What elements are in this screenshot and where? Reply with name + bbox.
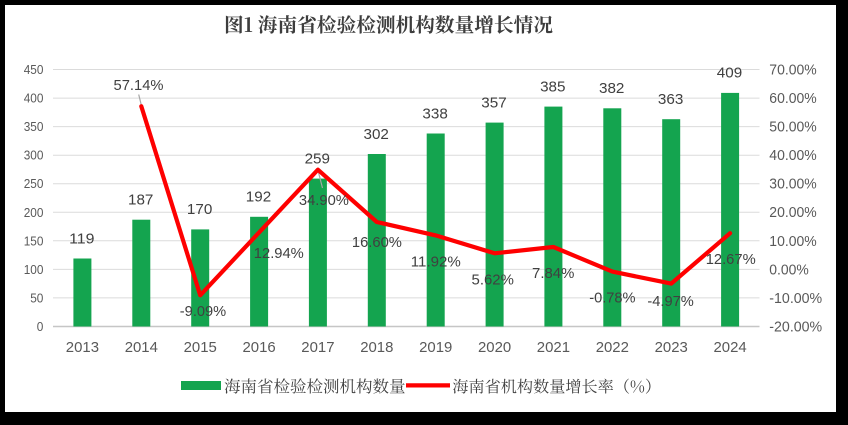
svg-text:11.92%: 11.92% bbox=[411, 255, 461, 271]
svg-text:382: 382 bbox=[599, 81, 624, 97]
svg-text:400: 400 bbox=[24, 91, 44, 106]
svg-text:57.14%: 57.14% bbox=[114, 78, 164, 94]
svg-text:12.67%: 12.67% bbox=[706, 252, 756, 268]
svg-text:2015: 2015 bbox=[184, 339, 217, 356]
svg-text:2013: 2013 bbox=[66, 339, 99, 356]
svg-text:187: 187 bbox=[128, 193, 153, 209]
svg-text:2021: 2021 bbox=[537, 339, 570, 356]
svg-text:2020: 2020 bbox=[478, 339, 511, 356]
svg-text:-0.78%: -0.78% bbox=[589, 290, 635, 306]
svg-text:2022: 2022 bbox=[596, 339, 629, 356]
svg-text:2023: 2023 bbox=[655, 339, 688, 356]
svg-text:12.94%: 12.94% bbox=[254, 246, 304, 262]
svg-text:50.00%: 50.00% bbox=[769, 120, 817, 136]
svg-text:34.90%: 34.90% bbox=[299, 193, 349, 209]
svg-text:119: 119 bbox=[69, 231, 94, 247]
svg-text:363: 363 bbox=[658, 92, 683, 108]
svg-text:2018: 2018 bbox=[360, 339, 393, 356]
svg-text:450: 450 bbox=[24, 62, 44, 77]
svg-text:300: 300 bbox=[24, 148, 44, 163]
svg-text:350: 350 bbox=[24, 119, 44, 134]
svg-text:2016: 2016 bbox=[243, 339, 276, 356]
svg-text:5.62%: 5.62% bbox=[472, 272, 514, 288]
svg-text:2014: 2014 bbox=[125, 339, 158, 356]
svg-text:192: 192 bbox=[246, 190, 271, 206]
svg-text:409: 409 bbox=[717, 66, 742, 82]
svg-text:250: 250 bbox=[24, 176, 44, 191]
svg-text:50: 50 bbox=[30, 291, 43, 306]
svg-text:100: 100 bbox=[24, 262, 44, 277]
svg-text:-4.97%: -4.97% bbox=[647, 294, 693, 310]
svg-text:60.00%: 60.00% bbox=[769, 91, 817, 107]
svg-text:150: 150 bbox=[24, 233, 44, 248]
svg-text:70.00%: 70.00% bbox=[769, 62, 817, 78]
svg-text:357: 357 bbox=[481, 95, 506, 111]
svg-text:2024: 2024 bbox=[714, 339, 747, 356]
svg-text:385: 385 bbox=[540, 79, 565, 95]
svg-text:-10.00%: -10.00% bbox=[769, 291, 822, 307]
svg-text:259: 259 bbox=[305, 151, 330, 167]
svg-text:200: 200 bbox=[24, 205, 44, 220]
svg-text:30.00%: 30.00% bbox=[769, 177, 817, 193]
svg-text:170: 170 bbox=[187, 202, 212, 218]
svg-text:0: 0 bbox=[37, 319, 44, 334]
svg-text:302: 302 bbox=[364, 127, 389, 143]
svg-text:2019: 2019 bbox=[419, 339, 452, 356]
svg-text:0.00%: 0.00% bbox=[769, 262, 809, 278]
svg-text:10.00%: 10.00% bbox=[769, 234, 817, 250]
svg-text:20.00%: 20.00% bbox=[769, 205, 817, 221]
svg-text:40.00%: 40.00% bbox=[769, 148, 817, 164]
svg-text:-20.00%: -20.00% bbox=[769, 319, 822, 335]
svg-text:16.60%: 16.60% bbox=[352, 235, 402, 251]
svg-text:338: 338 bbox=[422, 106, 447, 122]
svg-text:-9.09%: -9.09% bbox=[180, 304, 226, 320]
svg-text:7.84%: 7.84% bbox=[532, 266, 574, 282]
svg-text:2017: 2017 bbox=[301, 339, 334, 356]
